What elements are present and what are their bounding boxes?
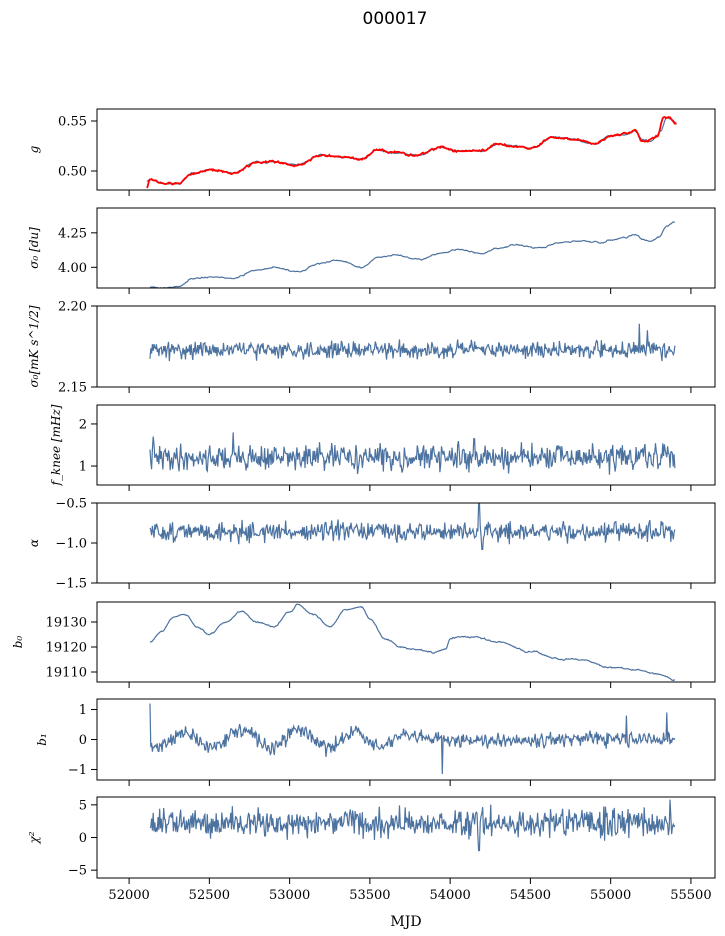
panel-3: 2.15 2.20 σ₀[mK s^1/2] <box>27 300 716 396</box>
panel-2: 4.00 4.25 σ₀ [du] <box>27 207 716 294</box>
y-tick-label: −0.5 <box>55 497 87 512</box>
axes-frame <box>96 108 716 191</box>
y-axis-label: σ₀ [du] <box>27 227 41 269</box>
y-tick-label: −1 <box>68 763 87 778</box>
panel-7: −1 0 1 b₁ <box>35 698 716 786</box>
x-tick-label: 54000 <box>429 888 470 903</box>
series-line-4-1 <box>149 432 676 475</box>
y-tick-label: 19110 <box>46 666 87 681</box>
y-tick-label: 19130 <box>46 616 87 631</box>
y-tick-label: 4.25 <box>58 226 87 241</box>
axes-frame <box>96 404 716 486</box>
axes-frame <box>96 207 716 289</box>
y-axis-label: g <box>27 145 41 153</box>
x-tick-label: 53000 <box>269 888 310 903</box>
series-line-5-1 <box>149 503 676 550</box>
y-axis-label: b₁ <box>35 733 49 746</box>
y-tick-label: 0 <box>79 733 87 748</box>
y-tick-label: 5 <box>79 798 87 813</box>
series-line-1-1 <box>146 117 677 186</box>
y-tick-label: 2.20 <box>58 300 87 315</box>
y-tick-label: 0.50 <box>58 165 87 180</box>
y-tick-label: 2.15 <box>58 381 87 396</box>
series-line-3-1 <box>149 323 676 362</box>
series-line-8-1 <box>149 799 676 852</box>
axes-frame <box>96 601 716 683</box>
y-tick-label: −1.5 <box>55 577 87 592</box>
series-line-1-2 <box>146 115 677 189</box>
panel-4: 1 2 f_knee [mHz] <box>49 404 716 491</box>
axes-frame <box>96 502 716 584</box>
x-tick-label: 54500 <box>510 888 551 903</box>
y-tick-label: 1 <box>79 460 87 475</box>
series-line-2-1 <box>149 221 675 288</box>
panel-1: 0.50 0.55 g <box>27 108 716 196</box>
y-axis-label: σ₀[mK s^1/2] <box>27 305 41 387</box>
series-line-7-1 <box>149 703 676 775</box>
y-tick-label: 1 <box>79 703 87 718</box>
x-tick-label: 53500 <box>349 888 390 903</box>
y-tick-label: 4.00 <box>58 261 87 276</box>
x-tick-label: 52500 <box>189 888 230 903</box>
y-tick-label: 2 <box>79 417 87 432</box>
y-axis-label: f_knee [mHz] <box>49 404 63 486</box>
y-tick-label: −5 <box>68 864 87 879</box>
series-line-6-1 <box>149 603 676 682</box>
y-axis-label: α <box>27 539 41 547</box>
axes-frame <box>96 698 716 781</box>
axes-frame <box>96 796 716 879</box>
panel-8: −5 0 5 52000 52500 53000 53500 54000 54500 55000 5… <box>27 796 716 903</box>
figure-title: 000017 <box>363 9 428 29</box>
x-tick-label: 55000 <box>590 888 631 903</box>
x-tick-label: 55500 <box>670 888 711 903</box>
y-axis-label: χ² <box>27 831 41 844</box>
y-tick-label: −1.0 <box>55 537 87 552</box>
y-tick-label: 19120 <box>46 641 87 656</box>
x-tick-label: 52000 <box>108 888 149 903</box>
x-axis-label: MJD <box>390 914 421 930</box>
y-tick-label: 0 <box>79 831 87 846</box>
panel-6: 19110 19120 19130 b₀ <box>11 601 716 688</box>
panel-5: −1.5 −1.0 −0.5 α <box>27 497 716 592</box>
y-tick-label: 0.55 <box>58 115 87 130</box>
y-axis-label: b₀ <box>11 636 25 649</box>
axes-frame <box>96 305 716 388</box>
